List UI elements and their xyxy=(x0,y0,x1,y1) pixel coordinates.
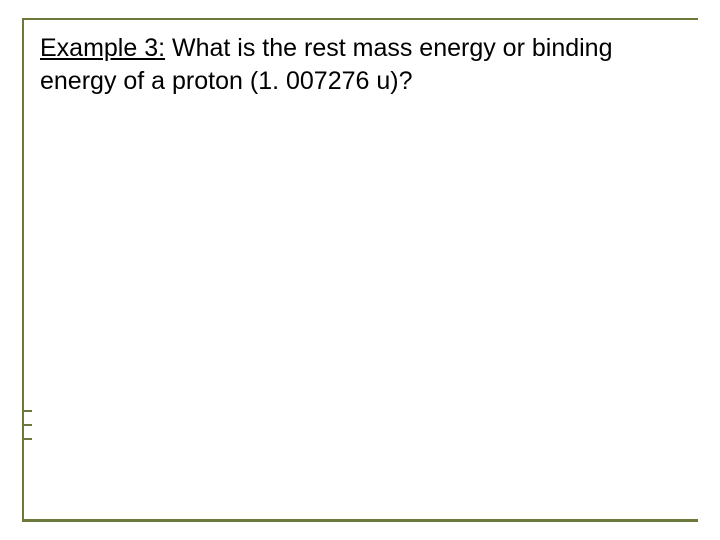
frame-border-top xyxy=(22,18,698,20)
slide-content: Example 3: What is the rest mass energy … xyxy=(40,32,680,97)
slide-frame: Example 3: What is the rest mass energy … xyxy=(22,18,698,522)
frame-border-left xyxy=(22,18,24,522)
question-text: Example 3: What is the rest mass energy … xyxy=(40,32,680,97)
frame-tick xyxy=(22,438,32,440)
frame-tick xyxy=(22,424,32,426)
example-label: Example 3: xyxy=(40,34,165,62)
frame-border-bottom xyxy=(22,519,698,522)
frame-tick xyxy=(22,410,32,412)
